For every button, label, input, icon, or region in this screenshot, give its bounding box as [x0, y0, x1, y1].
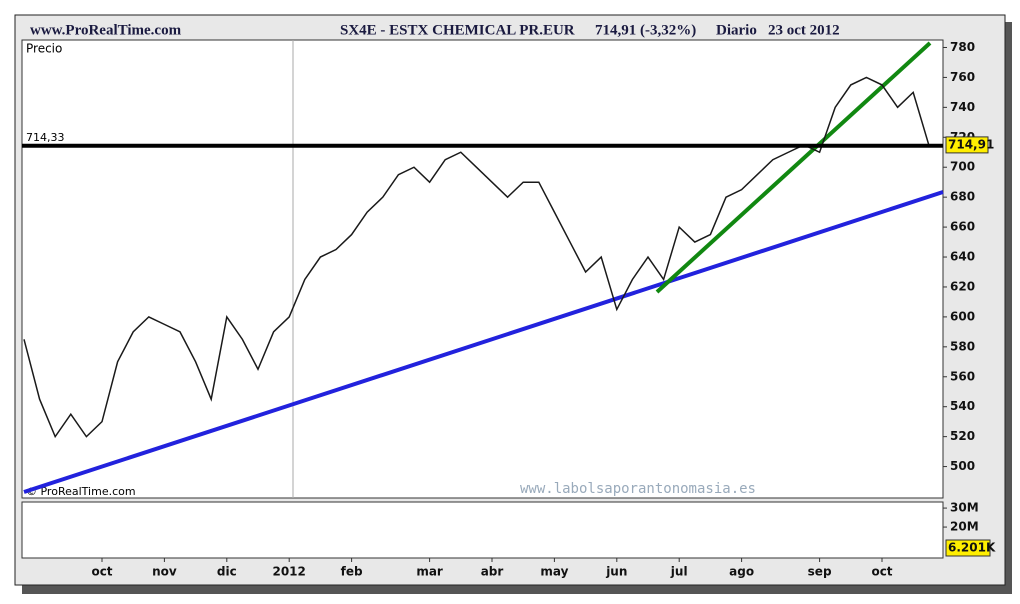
- y-tick-label: 500: [950, 459, 975, 473]
- y-tick-label: 680: [950, 190, 975, 204]
- volume-panel: [21, 501, 944, 559]
- x-tick-label: jun: [605, 565, 627, 579]
- x-tick-label: ago: [729, 565, 754, 579]
- y-tick-label: 700: [950, 160, 975, 174]
- x-tick-label: nov: [152, 565, 177, 579]
- y-tick-label: 660: [950, 220, 975, 234]
- x-tick-label: oct: [91, 565, 112, 579]
- y-tick-label: 600: [950, 309, 975, 323]
- trend-line: [655, 41, 932, 294]
- x-tick-label: sep: [808, 565, 832, 579]
- y-tick-label: 580: [950, 339, 975, 353]
- price-line: [23, 76, 930, 439]
- volume-badge: [945, 539, 991, 557]
- x-tick-label: dic: [217, 565, 237, 579]
- last-value-badge: [945, 136, 989, 154]
- x-tick-label: jul: [670, 565, 688, 579]
- period: Diario: [716, 22, 757, 38]
- last-value-label: 714,91: [948, 137, 994, 151]
- volume-tick-label: 30M: [950, 501, 979, 515]
- date: 23 oct 2012: [768, 22, 840, 38]
- copyright: © ProRealTime.com: [26, 485, 136, 498]
- y-label: Precio: [26, 42, 62, 56]
- y-tick-label: 560: [950, 369, 975, 383]
- x-tick-label: 2012: [272, 565, 305, 579]
- watermark: www.labolsaporantonomasia.es: [520, 481, 756, 497]
- y-tick-label: 620: [950, 279, 975, 293]
- support-label: 714,33: [26, 131, 65, 144]
- y-tick-label: 760: [950, 70, 975, 84]
- x-tick-label: may: [540, 565, 568, 579]
- y-tick-label: 780: [950, 40, 975, 54]
- y-tick-label: 740: [950, 100, 975, 114]
- trend-line: [23, 190, 944, 494]
- x-tick-label: feb: [341, 565, 363, 579]
- volume-tick-label: 20M: [950, 520, 979, 534]
- y-tick-label: 520: [950, 429, 975, 443]
- quote: 714,91 (-3,32%): [595, 22, 696, 38]
- site: www.ProRealTime.com: [30, 22, 182, 38]
- y-tick-label: 640: [950, 250, 975, 264]
- x-tick-label: abr: [481, 565, 504, 579]
- x-tick-label: mar: [416, 565, 443, 579]
- y-tick-label: 540: [950, 399, 975, 413]
- volume-last-label: 6.201K: [948, 541, 996, 555]
- price-panel: [21, 39, 944, 499]
- x-tick-label: oct: [871, 565, 892, 579]
- instrument: SX4E - ESTX CHEMICAL PR.EUR: [340, 22, 575, 38]
